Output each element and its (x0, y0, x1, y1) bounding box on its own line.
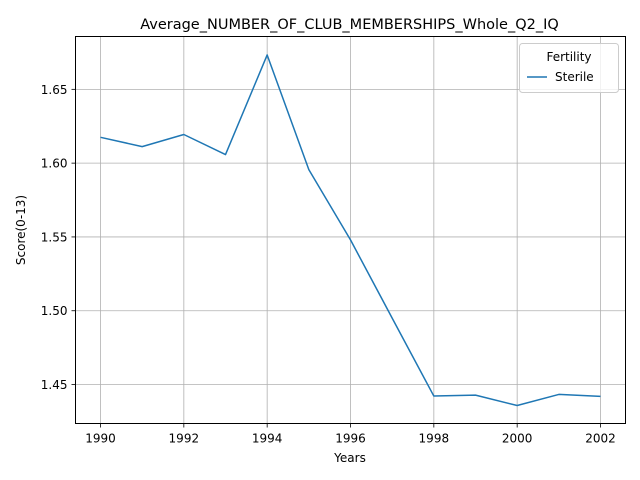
y-axis-label: Score(0-13) (14, 195, 28, 265)
x-tick-label: 1998 (419, 432, 450, 446)
x-tick-label: 2002 (585, 432, 616, 446)
legend-title: Fertility (546, 50, 591, 64)
x-axis: 1990 1992 1994 1996 1998 2000 2002 (85, 423, 616, 446)
y-tick-label: 1.55 (41, 230, 68, 244)
x-tick-label: 1990 (85, 432, 116, 446)
chart-title: Average_NUMBER_OF_CLUB_MEMBERSHIPS_Whole… (140, 17, 559, 33)
series-line-sterile (100, 54, 601, 407)
y-axis: 1.45 1.50 1.55 1.60 1.65 (41, 83, 76, 392)
grid-lines (75, 36, 626, 424)
legend: Fertility Sterile (519, 43, 619, 93)
legend-label-sterile: Sterile (555, 70, 594, 84)
x-tick-label: 1994 (252, 432, 283, 446)
y-tick-label: 1.45 (41, 378, 68, 392)
y-tick-label: 1.65 (41, 83, 68, 97)
x-tick-label: 1992 (169, 432, 200, 446)
legend-box (519, 43, 619, 93)
x-axis-label: Years (333, 451, 366, 465)
y-tick-label: 1.60 (41, 157, 68, 171)
x-tick-label: 2000 (502, 432, 533, 446)
y-tick-label: 1.50 (41, 304, 68, 318)
x-tick-label: 1996 (335, 432, 366, 446)
series-lines (100, 54, 601, 407)
